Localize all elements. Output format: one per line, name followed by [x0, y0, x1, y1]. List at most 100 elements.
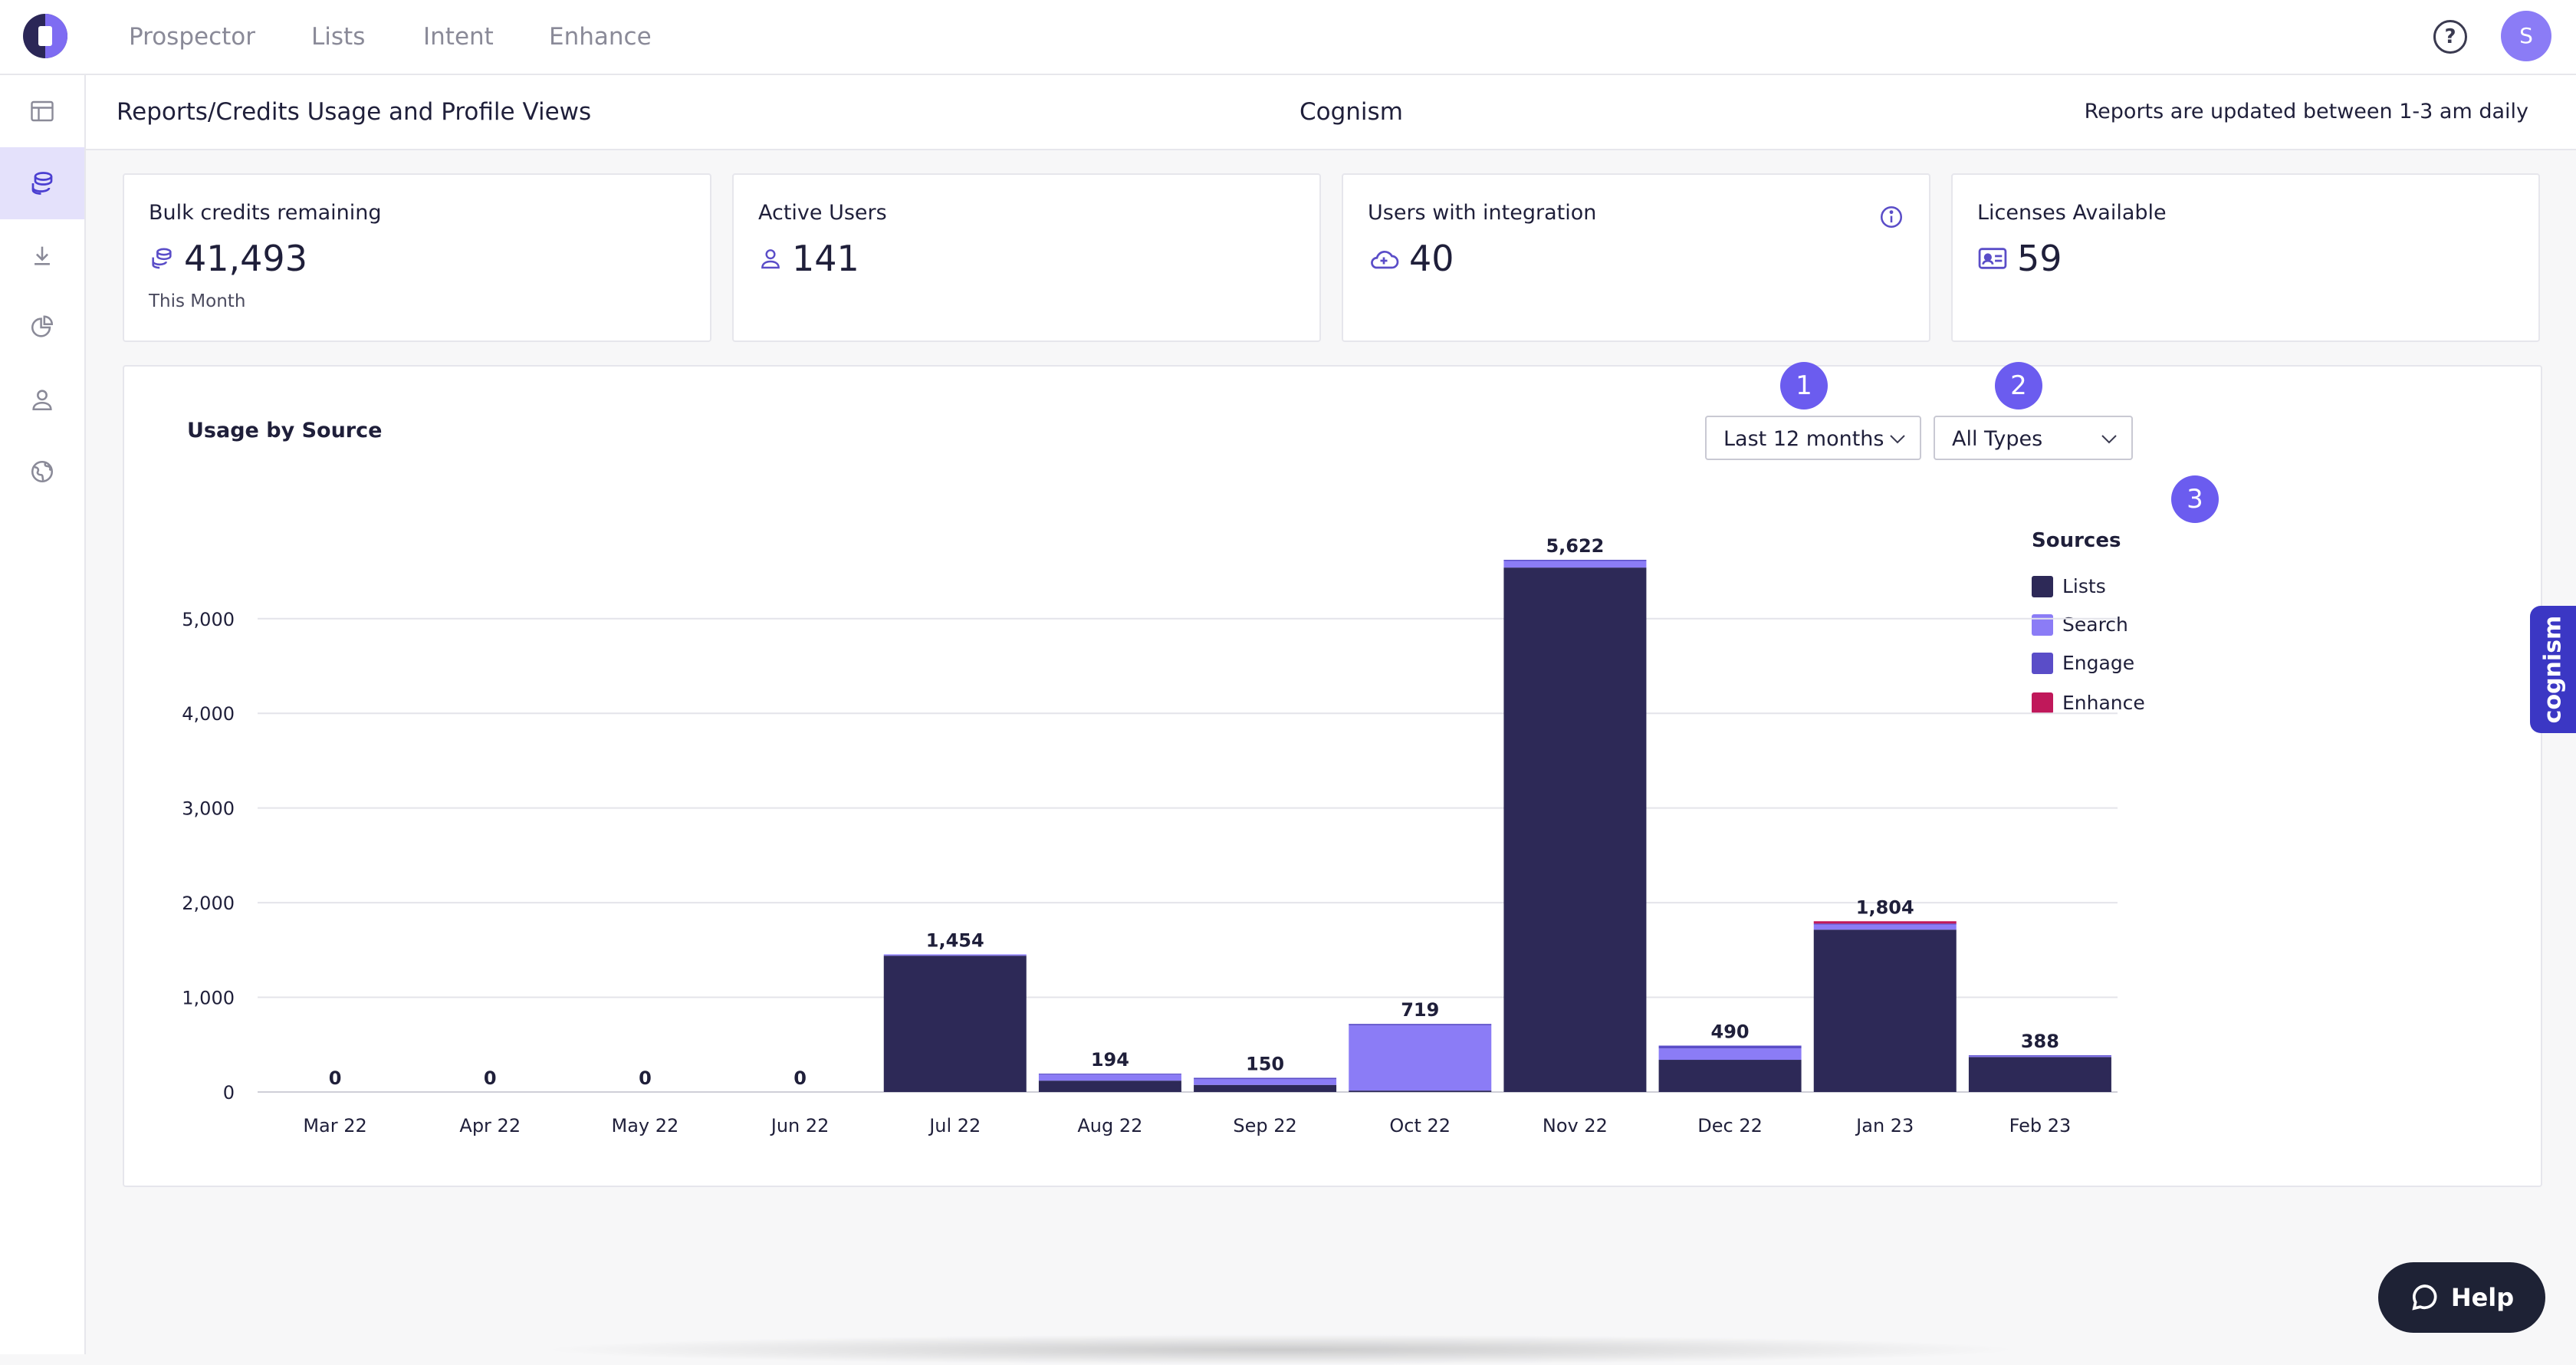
x-tick-label: Dec 22	[1697, 1115, 1763, 1136]
panel-title: Usage by Source	[187, 419, 383, 442]
step-marker-1: 1	[1780, 362, 1828, 410]
legend-label: Enhance	[2062, 692, 2145, 714]
bar-segment-search	[1038, 1074, 1181, 1081]
legend-label: Engage	[2062, 652, 2135, 674]
bar-total-label: 0	[794, 1067, 807, 1089]
nav-intent[interactable]: Intent	[423, 23, 494, 51]
legend-title: Sources	[2032, 529, 2121, 552]
bar-segment-lists	[1503, 567, 1647, 1092]
bottom-shadow	[537, 1334, 2024, 1365]
y-tick-label: 5,000	[182, 609, 235, 630]
credits-stack-icon	[31, 172, 53, 195]
pie-chart-icon	[31, 315, 54, 337]
x-tick-label: Nov 22	[1543, 1115, 1608, 1136]
step-marker-3: 3	[2171, 475, 2219, 523]
card-value: 59	[2017, 238, 2062, 279]
bar-total-label: 0	[484, 1067, 497, 1089]
bar-segment-engage	[1813, 923, 1957, 925]
sidebar-item-analytics[interactable]	[0, 291, 84, 363]
brand-side-tab[interactable]: cognism	[2530, 606, 2576, 733]
card-label: Bulk credits remaining	[149, 201, 382, 225]
x-tick-label: Jan 23	[1855, 1115, 1914, 1136]
sidebar	[0, 75, 86, 1354]
bar-total-label: 1,804	[1856, 896, 1914, 918]
y-tick-label: 0	[223, 1082, 235, 1104]
bar-segment-engage	[1503, 560, 1647, 561]
bar-total-label: 194	[1091, 1049, 1129, 1071]
card-label: Licenses Available	[1977, 201, 2167, 225]
bar-total-label: 0	[329, 1067, 342, 1089]
bar-segment-search	[1194, 1079, 1337, 1085]
user-icon	[761, 249, 780, 269]
bar-segment-lists	[883, 956, 1027, 1092]
bar-total-label: 150	[1246, 1053, 1284, 1074]
card-value: 141	[792, 238, 859, 279]
x-tick-label: Feb 23	[2009, 1115, 2072, 1136]
sidebar-item-dashboard[interactable]	[0, 75, 84, 147]
chat-bubble-icon	[2412, 1284, 2437, 1311]
bar-segment-lists	[1038, 1080, 1181, 1092]
globe-icon	[31, 460, 54, 483]
legend-swatch	[2032, 575, 2053, 597]
sidebar-item-reports[interactable]	[0, 147, 84, 219]
x-tick-label: Mar 22	[303, 1115, 366, 1136]
sidebar-item-profile[interactable]	[0, 363, 84, 436]
legend-item-enhance[interactable]: Enhance	[2032, 692, 2145, 714]
x-tick-label: Jun 22	[770, 1115, 830, 1136]
bar-total-label: 0	[639, 1067, 652, 1089]
bar-segment-search	[883, 954, 1027, 956]
top-navigation-bar: Prospector Lists Intent Enhance ? S	[0, 0, 2576, 75]
user-avatar[interactable]: S	[2501, 11, 2551, 61]
y-tick-label: 2,000	[182, 893, 235, 914]
card-subtext: This Month	[149, 291, 246, 311]
legend-swatch	[2032, 652, 2053, 674]
legend-label: Lists	[2062, 575, 2106, 597]
chevron-down-icon	[2101, 435, 2117, 444]
bar-total-label: 388	[2021, 1031, 2059, 1052]
card-active-users: Active Users 141	[732, 173, 1321, 342]
id-card-icon	[1978, 248, 2007, 269]
card-users-integration: Users with integration 40	[1342, 173, 1930, 342]
nav-prospector[interactable]: Prospector	[129, 23, 255, 51]
sidebar-item-downloads[interactable]	[0, 219, 84, 291]
bar-segment-engage	[1349, 1024, 1492, 1026]
bar-total-label: 490	[1711, 1021, 1750, 1043]
bar-total-label: 719	[1401, 999, 1439, 1021]
legend-item-search[interactable]: Search	[2032, 613, 2128, 636]
legend-swatch	[2032, 613, 2053, 636]
chevron-down-icon	[1890, 435, 1905, 444]
info-icon[interactable]	[1878, 204, 1904, 233]
x-tick-label: Apr 22	[459, 1115, 521, 1136]
period-dropdown[interactable]: Last 12 months	[1705, 416, 1921, 460]
card-label: Users with integration	[1368, 201, 1597, 225]
card-value: 41,493	[184, 238, 307, 279]
card-licenses: Licenses Available 59	[1951, 173, 2540, 342]
question-circle-icon[interactable]: ?	[2433, 20, 2467, 54]
brand-tab-label: cognism	[2539, 615, 2567, 724]
sidebar-item-globe[interactable]	[0, 436, 84, 508]
help-button-label: Help	[2450, 1283, 2515, 1312]
app-logo[interactable]	[23, 14, 67, 58]
nav-enhance[interactable]: Enhance	[549, 23, 652, 51]
type-dropdown-value: All Types	[1952, 427, 2043, 451]
legend-item-engage[interactable]: Engage	[2032, 652, 2134, 674]
y-tick-label: 3,000	[182, 798, 235, 820]
breadcrumb[interactable]: Reports/Credits Usage and Profile Views	[117, 98, 592, 126]
bar-segment-lists	[1968, 1057, 2111, 1092]
card-label: Active Users	[758, 201, 887, 225]
user-icon	[32, 390, 52, 411]
nav-lists[interactable]: Lists	[311, 23, 366, 51]
bar-segment-lists	[1658, 1060, 1802, 1092]
help-button[interactable]: Help	[2378, 1262, 2545, 1333]
y-tick-label: 1,000	[182, 988, 235, 1009]
type-dropdown[interactable]: All Types	[1934, 416, 2133, 460]
update-note: Reports are updated between 1-3 am daily	[2084, 100, 2528, 123]
period-dropdown-value: Last 12 months	[1723, 427, 1884, 451]
x-tick-label: Oct 22	[1389, 1115, 1451, 1136]
bar-segment-engage	[1658, 1045, 1802, 1049]
bar-segment-lists	[1194, 1084, 1337, 1092]
legend-item-lists[interactable]: Lists	[2032, 575, 2106, 597]
legend-swatch	[2032, 692, 2053, 714]
y-tick-label: 4,000	[182, 703, 235, 725]
